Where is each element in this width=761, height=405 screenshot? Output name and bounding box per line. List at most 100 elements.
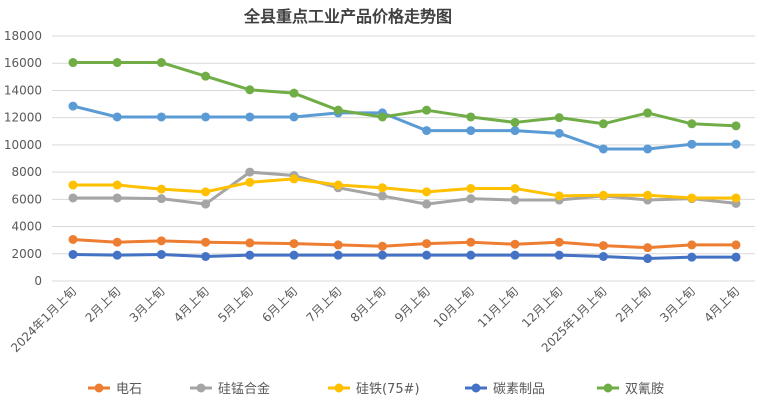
data-point: [510, 117, 520, 127]
x-tick-label: 3月上旬: [127, 284, 168, 325]
y-tick-label: 6000: [11, 192, 42, 206]
data-point: [201, 252, 211, 261]
legend-item: 双氰胺: [597, 381, 664, 397]
data-point: [554, 250, 564, 260]
legend-item: 碳素制品: [465, 382, 545, 397]
data-point: [377, 241, 387, 251]
data-point: [731, 252, 741, 262]
data-point: [112, 250, 122, 260]
y-tick-label: 0: [34, 274, 42, 288]
data-point: [156, 194, 166, 204]
data-point: [731, 121, 741, 131]
data-point: [377, 250, 387, 260]
data-point: [643, 144, 653, 154]
data-point: [377, 112, 387, 122]
data-point: [68, 180, 78, 190]
data-point: [289, 239, 299, 249]
data-point: [466, 250, 476, 260]
legend-marker: [94, 383, 104, 393]
y-tick-label: 18000: [4, 29, 42, 43]
series-line: [72, 252, 736, 261]
data-point: [554, 237, 564, 247]
x-tick-label: 2024年1月上旬: [8, 284, 79, 355]
data-point: [422, 187, 432, 197]
legend-label: 双氰胺: [625, 381, 664, 397]
data-point: [289, 112, 299, 122]
data-point: [333, 250, 343, 260]
legend-item: 电石: [88, 382, 142, 397]
data-point: [156, 249, 166, 259]
legend-item: 硅铁(75#): [328, 382, 420, 397]
data-point: [422, 250, 432, 260]
data-point: [643, 108, 653, 118]
legend-label: 硅锰合金: [218, 381, 270, 397]
legend-item: 硅锰合金: [190, 381, 270, 397]
x-tick-label: 5月上旬: [215, 284, 256, 325]
data-point: [598, 252, 608, 261]
series-line: [73, 61, 737, 128]
data-point: [333, 240, 343, 250]
data-point: [333, 180, 343, 190]
data-point: [643, 190, 653, 200]
data-point: [687, 252, 697, 262]
data-point: [156, 184, 166, 194]
data-point: [510, 239, 520, 249]
series-电石: [68, 234, 741, 253]
x-tick-label: 10月上旬: [431, 284, 477, 330]
data-point: [422, 105, 432, 115]
x-tick-label: 2月上旬: [613, 284, 654, 325]
data-point: [377, 183, 387, 193]
data-point: [245, 112, 255, 122]
series-unlabeled: [68, 101, 741, 154]
data-point: [687, 193, 697, 203]
data-point: [201, 112, 211, 122]
x-tick-label: 11月上旬: [475, 284, 521, 330]
data-point: [687, 139, 697, 149]
data-point: [598, 190, 608, 200]
x-tick-label: 4月上旬: [701, 284, 742, 325]
y-tick-label: 8000: [11, 165, 42, 179]
data-point: [112, 112, 122, 122]
data-point: [156, 236, 166, 246]
data-point: [554, 191, 564, 201]
x-tick-label: 3月上旬: [657, 284, 698, 325]
legend-marker: [603, 383, 613, 393]
data-point: [731, 193, 741, 203]
data-point: [112, 193, 122, 203]
data-point: [422, 126, 432, 136]
data-point: [687, 119, 697, 129]
data-point: [289, 88, 299, 98]
data-point: [731, 139, 741, 149]
legend-label: 碳素制品: [493, 382, 545, 397]
series-硅铁(75#): [68, 174, 741, 203]
series-line: [72, 104, 736, 151]
data-point: [68, 193, 78, 203]
series-line: [72, 237, 736, 250]
data-point: [156, 58, 166, 68]
data-point: [377, 191, 387, 201]
data-point: [731, 240, 741, 250]
chart-title: 全县重点工业产品价格走势图: [243, 7, 452, 26]
data-point: [643, 243, 653, 253]
y-tick-label: 14000: [4, 83, 42, 97]
data-point: [554, 113, 564, 123]
data-point: [201, 187, 211, 197]
series-line: [73, 177, 736, 200]
data-point: [156, 112, 166, 122]
y-tick-label: 16000: [4, 56, 42, 70]
data-point: [245, 250, 255, 260]
x-tick-label: 4月上旬: [171, 284, 212, 325]
data-point: [598, 241, 608, 251]
data-point: [112, 237, 122, 247]
data-point: [245, 85, 255, 95]
x-tick-label: 12月上旬: [519, 284, 565, 330]
legend-marker: [334, 383, 344, 393]
x-tick-label: 2月上旬: [83, 284, 124, 325]
data-point: [68, 234, 78, 244]
legend-marker: [471, 383, 481, 393]
x-tick-label: 6月上旬: [259, 284, 300, 325]
series-硅锰合金: [68, 167, 741, 209]
legend-label: 电石: [116, 382, 142, 397]
data-point: [466, 194, 476, 204]
data-point: [201, 71, 211, 81]
